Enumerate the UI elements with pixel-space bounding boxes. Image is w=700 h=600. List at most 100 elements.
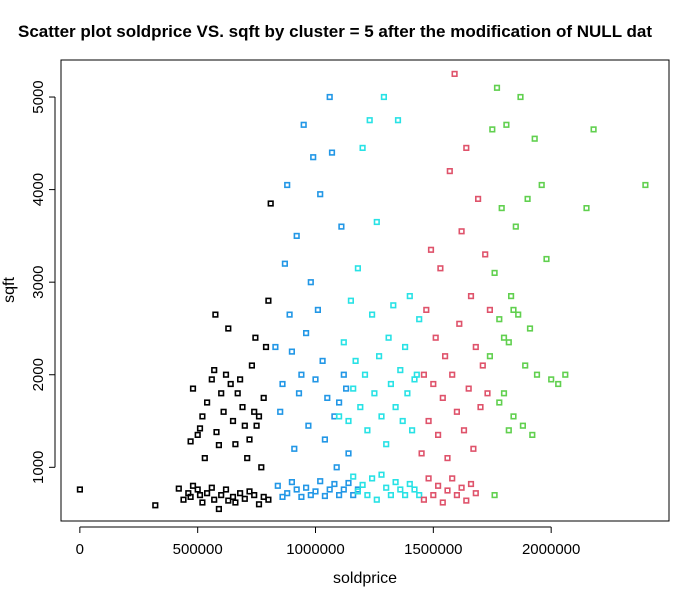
data-point-cluster-1 — [204, 490, 211, 497]
data-point-cluster-1 — [189, 385, 197, 392]
data-point-cluster-3 — [340, 339, 347, 346]
data-point-cluster-5 — [486, 353, 494, 360]
data-point-cluster-4 — [460, 427, 468, 434]
data-point-cluster-1 — [255, 413, 263, 420]
data-point-cluster-2 — [338, 223, 345, 230]
data-point-cluster-4 — [465, 385, 472, 392]
data-point-cluster-1 — [237, 490, 244, 497]
data-point-cluster-1 — [251, 491, 258, 499]
data-point-cluster-4 — [486, 306, 494, 314]
data-point-cluster-3 — [406, 292, 413, 300]
data-point-cluster-3 — [383, 441, 390, 448]
data-point-cluster-1 — [218, 390, 225, 397]
data-point-cluster-1 — [213, 428, 220, 436]
data-point-cluster-1 — [227, 380, 234, 388]
data-point-cluster-4 — [425, 417, 432, 425]
data-point-cluster-5 — [583, 205, 590, 212]
data-point-cluster-3 — [350, 473, 357, 480]
data-point-cluster-1 — [218, 491, 225, 499]
data-point-cluster-1 — [246, 436, 253, 443]
data-point-cluster-5 — [531, 135, 538, 142]
data-point-cluster-2 — [288, 348, 296, 355]
x-tick-label: 1500000 — [404, 541, 462, 558]
data-point-cluster-1 — [267, 200, 274, 207]
data-point-cluster-4 — [453, 408, 461, 415]
data-point-cluster-4 — [449, 371, 456, 378]
data-point-cluster-2 — [305, 422, 312, 429]
data-point-cluster-2 — [317, 478, 324, 485]
data-point-cluster-1 — [152, 502, 159, 509]
data-point-cluster-1 — [215, 505, 223, 513]
data-point-cluster-4 — [427, 246, 435, 253]
data-point-cluster-1 — [244, 454, 251, 462]
data-point-cluster-3 — [378, 471, 385, 478]
data-point-cluster-2 — [300, 121, 307, 128]
data-point-cluster-2 — [340, 371, 347, 378]
data-point-cluster-1 — [234, 390, 241, 397]
data-point-cluster-2 — [324, 394, 331, 402]
x-axis-label: soldprice — [333, 570, 397, 587]
data-point-cluster-3 — [378, 413, 385, 420]
data-point-cluster-1 — [212, 311, 219, 318]
data-point-cluster-3 — [364, 427, 371, 434]
data-point-cluster-2 — [331, 480, 338, 488]
data-point-cluster-1 — [201, 454, 208, 462]
x-tick-label: 2000000 — [522, 541, 580, 558]
data-point-cluster-5 — [543, 255, 550, 263]
data-point-cluster-1 — [189, 482, 197, 489]
data-point-cluster-1 — [194, 486, 201, 493]
data-point-cluster-4 — [470, 445, 477, 452]
data-point-cluster-2 — [335, 399, 343, 406]
data-point-cluster-5 — [524, 195, 531, 203]
data-point-cluster-4 — [474, 195, 482, 203]
data-point-cluster-1 — [262, 343, 270, 351]
data-point-cluster-2 — [295, 390, 303, 397]
data-point-cluster-2 — [317, 191, 324, 198]
data-point-cluster-2 — [279, 493, 286, 501]
data-point-cluster-2 — [310, 154, 317, 161]
data-point-cluster-1 — [258, 464, 265, 471]
data-point-cluster-3 — [392, 478, 399, 486]
data-point-cluster-3 — [373, 218, 380, 226]
data-point-cluster-4 — [439, 499, 446, 506]
data-point-cluster-3 — [345, 417, 352, 425]
data-point-cluster-4 — [467, 480, 475, 488]
data-point-cluster-4 — [467, 292, 475, 300]
data-point-cluster-2 — [340, 486, 347, 493]
data-point-cluster-3 — [387, 491, 395, 499]
data-point-cluster-2 — [281, 260, 289, 267]
data-point-cluster-2 — [274, 482, 281, 489]
data-point-cluster-1 — [208, 484, 215, 491]
data-point-cluster-1 — [237, 376, 244, 383]
data-point-cluster-2 — [321, 492, 329, 500]
data-point-cluster-5 — [548, 376, 555, 383]
data-point-cluster-3 — [385, 334, 392, 341]
data-point-cluster-4 — [458, 228, 465, 235]
data-point-cluster-5 — [491, 491, 498, 499]
data-point-cluster-3 — [392, 403, 399, 411]
data-point-cluster-1 — [222, 371, 230, 378]
data-point-cluster-5 — [498, 205, 505, 212]
data-point-cluster-1 — [220, 408, 227, 415]
data-point-cluster-4 — [449, 475, 456, 482]
data-point-cluster-3 — [387, 380, 395, 388]
data-point-cluster-4 — [420, 371, 428, 378]
plot-area — [60, 59, 670, 522]
data-point-cluster-4 — [420, 496, 428, 503]
data-point-cluster-1 — [215, 441, 223, 449]
data-point-cluster-3 — [390, 302, 397, 309]
data-point-cluster-1 — [246, 488, 253, 495]
data-point-cluster-5 — [642, 181, 649, 189]
data-point-cluster-3 — [406, 480, 413, 488]
y-tick-label: 4000 — [30, 173, 47, 206]
data-point-cluster-1 — [199, 413, 206, 420]
data-point-cluster-5 — [555, 380, 562, 388]
data-point-cluster-1 — [232, 499, 239, 506]
data-point-cluster-3 — [359, 481, 366, 489]
x-tick-label: 1000000 — [286, 541, 344, 558]
data-point-cluster-4 — [463, 497, 470, 504]
data-point-cluster-3 — [335, 413, 343, 420]
data-point-cluster-4 — [482, 251, 489, 258]
data-point-cluster-2 — [314, 306, 322, 314]
